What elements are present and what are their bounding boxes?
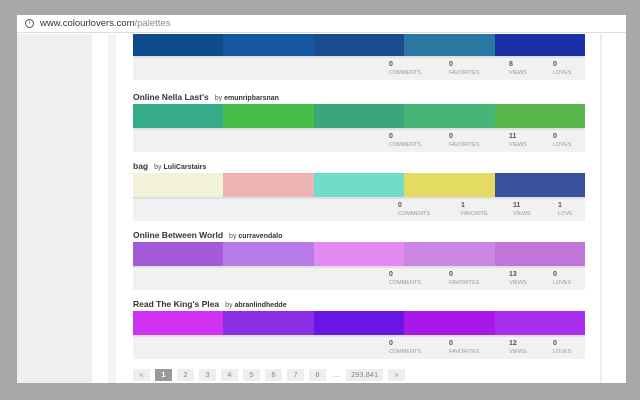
page-4-button[interactable]: 4 xyxy=(221,369,238,381)
stat-views: 11 VIEWS xyxy=(513,202,531,217)
color-swatch[interactable] xyxy=(313,242,405,266)
color-swatch[interactable] xyxy=(313,311,405,335)
stat-views: 11 VIEWS xyxy=(509,133,527,148)
palette-swatches[interactable] xyxy=(133,242,586,268)
gutter xyxy=(108,34,116,383)
stat-comments: 0 COMMENTS xyxy=(389,340,422,355)
palette-author: by LuliCarstairs xyxy=(154,164,207,171)
palette-item: bag by LuliCarstairs 0 COMMENTS 1 FAVORITE 11 V… xyxy=(133,159,586,221)
color-swatch[interactable] xyxy=(494,311,586,335)
color-swatch[interactable] xyxy=(494,34,586,56)
color-swatch[interactable] xyxy=(313,173,405,197)
last-page-button[interactable]: 293,841 xyxy=(346,369,384,381)
stat-loves: 0 LOVES xyxy=(553,271,572,286)
palette-author: by abranlindhedde xyxy=(225,302,287,309)
palette-stats: 0 COMMENTS 0 FAVORITES 11 VIEWS 0 LOVES xyxy=(133,130,585,152)
page-6-button[interactable]: 6 xyxy=(265,369,282,381)
palette-swatches[interactable] xyxy=(133,104,586,130)
color-swatch[interactable] xyxy=(133,104,224,128)
page-7-button[interactable]: 7 xyxy=(287,369,304,381)
color-swatch[interactable] xyxy=(404,173,495,197)
stat-views: 13 VIEWS xyxy=(509,271,527,286)
palette-stats: 0 COMMENTS 1 FAVORITE 11 VIEWS 1 LOVE xyxy=(133,199,585,221)
author-link[interactable]: emunripbarsnan xyxy=(224,95,279,102)
palette-title[interactable]: Read The King's Plea xyxy=(133,299,220,309)
stat-loves: 1 LOVE xyxy=(558,202,573,217)
stat-loves: 0 LOVES xyxy=(553,133,572,148)
stat-comments: 0 COMMENTS xyxy=(389,61,422,76)
color-swatch[interactable] xyxy=(404,242,495,266)
stat-views: 8 VIEWS xyxy=(509,61,527,76)
info-icon[interactable]: i xyxy=(25,19,34,28)
color-swatch[interactable] xyxy=(404,104,495,128)
palette-title[interactable]: Online Nella Last's xyxy=(133,92,209,102)
next-page-button[interactable]: » xyxy=(388,369,406,381)
color-swatch[interactable] xyxy=(133,311,224,335)
stat-favorites: 0 FAVORITES xyxy=(449,133,480,148)
left-sidebar xyxy=(17,34,92,383)
color-swatch[interactable] xyxy=(223,34,314,56)
stat-favorites: 1 FAVORITE xyxy=(461,202,488,217)
stat-favorites: 0 FAVORITES xyxy=(449,271,480,286)
stat-loves: 0 LOVES xyxy=(553,61,572,76)
palette-stats: 0 COMMENTS 0 FAVORITES 13 VIEWS 0 LOVES xyxy=(133,268,585,290)
color-swatch[interactable] xyxy=(313,104,405,128)
author-link[interactable]: curravendalo xyxy=(238,233,283,240)
stat-comments: 0 COMMENTS xyxy=(389,133,422,148)
palette-item: Read The King's Plea by abranlindhedde 0 CO… xyxy=(133,297,586,359)
palette-stats: 0 COMMENTS 0 FAVORITES 8 VIEWS 0 LOVES xyxy=(133,58,585,80)
stat-favorites: 0 FAVORITES xyxy=(449,340,480,355)
color-swatch[interactable] xyxy=(223,104,314,128)
url-path: /palettes xyxy=(134,18,171,29)
stat-favorites: 0 FAVORITES xyxy=(449,61,480,76)
palette-swatches[interactable] xyxy=(133,311,586,337)
page-1-button[interactable]: 1 xyxy=(155,369,172,381)
color-swatch[interactable] xyxy=(223,242,314,266)
stat-comments: 0 COMMENTS xyxy=(398,202,431,217)
pagination: « 1 2 3 4 5 6 7 8... 293,841 » xyxy=(133,369,406,381)
palette-author: by emunripbarsnan xyxy=(214,95,279,102)
stat-views: 12 VIEWS xyxy=(509,340,527,355)
prev-page-button[interactable]: « xyxy=(133,369,150,381)
color-swatch[interactable] xyxy=(494,104,586,128)
color-swatch[interactable] xyxy=(223,173,314,197)
stat-comments: 0 COMMENTS xyxy=(389,271,422,286)
palette-title[interactable]: bag xyxy=(133,161,149,171)
palette-stats: 0 COMMENTS 0 FAVORITES 12 VIEWS 0 LOVES xyxy=(133,337,585,359)
palette-author: by curravendalo xyxy=(229,233,283,240)
palette-swatches[interactable] xyxy=(133,173,586,199)
page-5-button[interactable]: 5 xyxy=(243,369,260,381)
palette-item: 0 COMMENTS 0 FAVORITES 8 VIEWS 0 LOVES xyxy=(133,34,586,80)
author-link[interactable]: LuliCarstairs xyxy=(163,164,207,171)
author-link[interactable]: abranlindhedde xyxy=(234,302,287,309)
url-host: www.colourlovers.com xyxy=(40,18,135,29)
palette-swatches[interactable] xyxy=(133,34,586,58)
color-swatch[interactable] xyxy=(404,34,495,56)
color-swatch[interactable] xyxy=(133,173,224,197)
color-swatch[interactable] xyxy=(494,173,586,197)
color-swatch[interactable] xyxy=(404,311,495,335)
palette-title[interactable]: Online Between World xyxy=(133,230,224,240)
palette-item: Online Nella Last's by emunripbarsnan 0 COM… xyxy=(133,90,586,152)
right-divider xyxy=(600,34,602,383)
page-2-button[interactable]: 2 xyxy=(177,369,194,381)
palette-item: Online Between World by curravendalo 0 COMM… xyxy=(133,228,586,290)
color-swatch[interactable] xyxy=(494,242,586,266)
browser-window: i www.colourlovers.com/palettes 0 COMMENT… xyxy=(17,15,626,383)
color-swatch[interactable] xyxy=(133,34,224,56)
color-swatch[interactable] xyxy=(313,34,405,56)
color-swatch[interactable] xyxy=(223,311,314,335)
page-3-button[interactable]: 3 xyxy=(199,369,216,381)
ellipsis: ... xyxy=(332,370,340,379)
page-8-button[interactable]: 8 xyxy=(309,369,326,381)
stat-loves: 0 LOVES xyxy=(553,340,572,355)
color-swatch[interactable] xyxy=(133,242,224,266)
address-bar[interactable]: i www.colourlovers.com/palettes xyxy=(17,15,626,33)
